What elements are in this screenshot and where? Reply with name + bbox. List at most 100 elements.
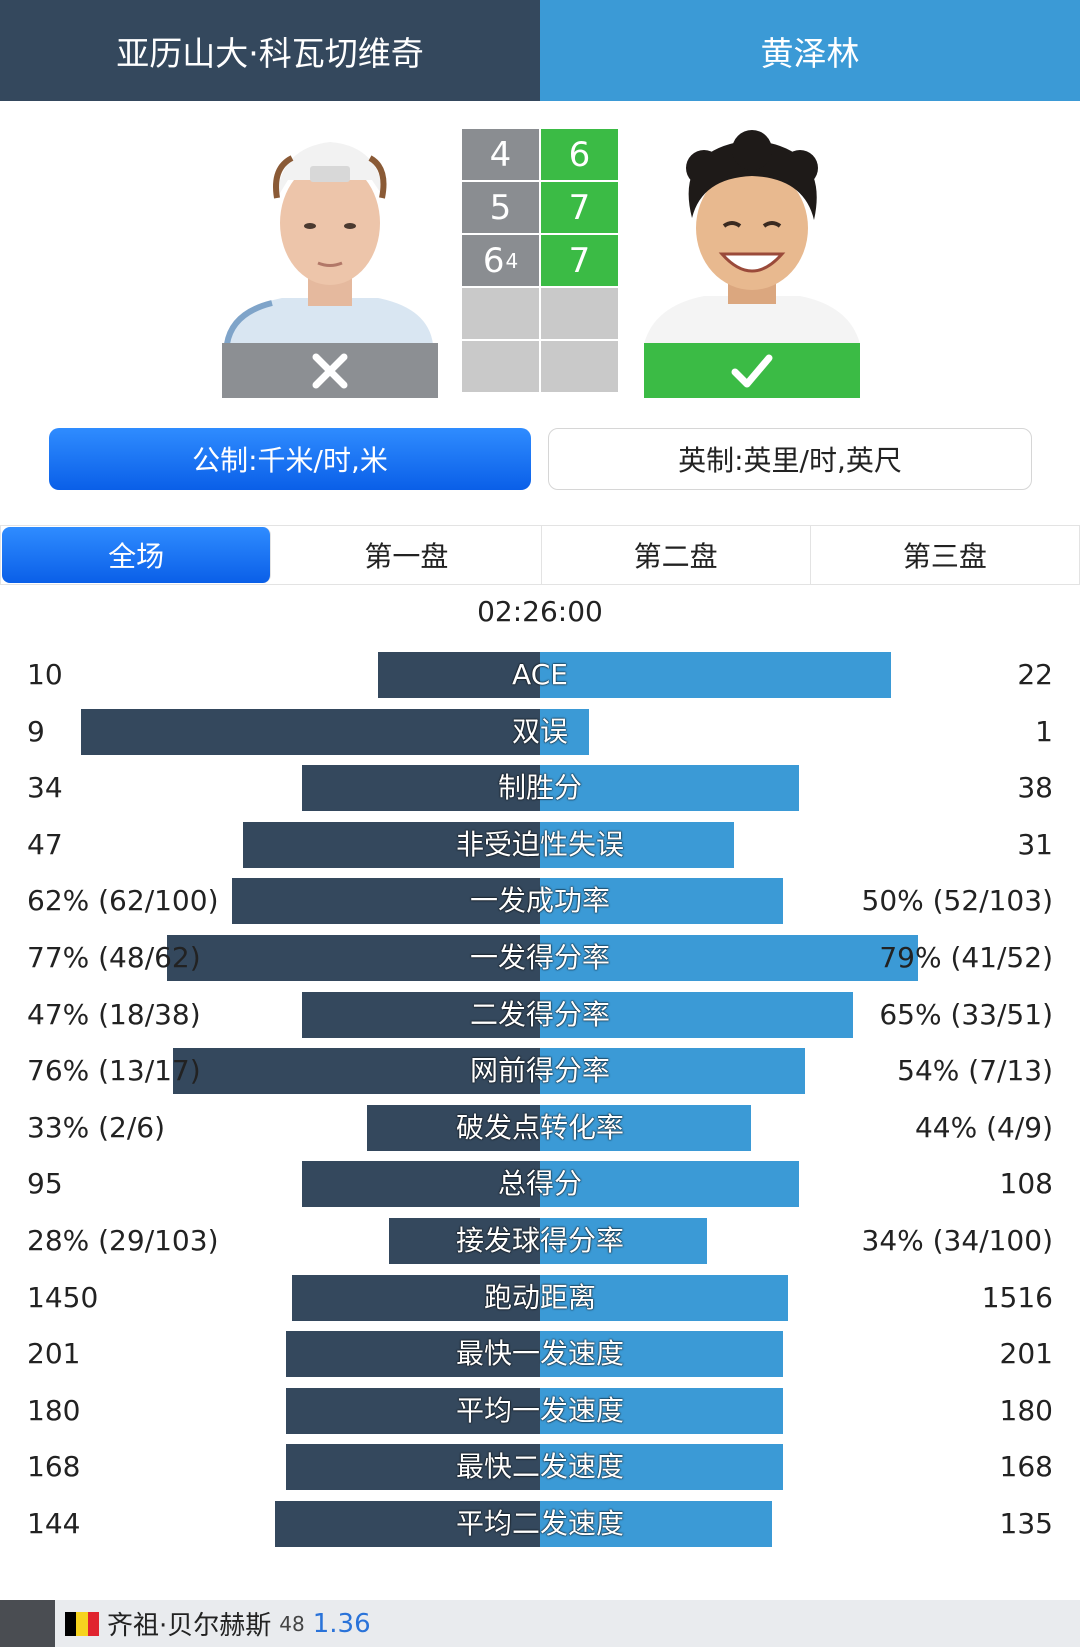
- stat-row: 非受迫性失误 47 31: [0, 822, 1080, 868]
- stat-value-player1: 168: [27, 1450, 81, 1483]
- stat-row: 双误 9 1: [0, 709, 1080, 755]
- tab-set-3[interactable]: 第三盘: [902, 540, 987, 573]
- stat-label: 接发球得分率: [455, 1224, 624, 1257]
- player1-card: [222, 128, 438, 398]
- stat-value-player2: 50% (52/103): [861, 884, 1054, 917]
- player1-avatar: [222, 128, 438, 344]
- stat-bar-player1: [286, 1444, 540, 1490]
- stat-label: 平均一发速度: [455, 1394, 624, 1427]
- footer-player-name: 齐祖·贝尔赫斯: [107, 1611, 272, 1641]
- stat-label: 跑动距离: [483, 1281, 596, 1314]
- stat-value-player2: 31: [1017, 828, 1053, 861]
- stat-row: 二发得分率 47% (18/38) 65% (33/51): [0, 992, 1080, 1038]
- player2-name-header: 黄泽林: [540, 0, 1080, 101]
- stat-label: ACE: [512, 658, 568, 691]
- stat-bar-player1: [243, 822, 540, 868]
- close-icon: [312, 353, 348, 388]
- stat-bar-player2: [540, 1501, 772, 1547]
- stat-row: ACE 10 22: [0, 652, 1080, 698]
- check-icon: [731, 354, 773, 387]
- set-score-player2: 6: [541, 129, 618, 180]
- set-score-player2: [541, 341, 618, 392]
- stat-bar-player2: [540, 1388, 783, 1434]
- stat-label: 最快一发速度: [455, 1337, 624, 1370]
- stat-bar-player2: [540, 1105, 751, 1151]
- stat-bar-player2: [540, 992, 853, 1038]
- stat-value-player2: 1: [1035, 715, 1053, 748]
- stat-bar-player1: [302, 992, 540, 1038]
- stat-bar-player1: [367, 1105, 540, 1151]
- set-score-player2: 7: [541, 235, 618, 286]
- stat-value-player2: 22: [1017, 658, 1053, 691]
- stat-value-player1: 34: [27, 771, 63, 804]
- stat-value-player1: 62% (62/100): [27, 884, 219, 917]
- set-score-player1: 4: [462, 129, 539, 180]
- stat-value-player1: 77% (48/62): [27, 941, 201, 974]
- stat-label: 最快二发速度: [455, 1450, 624, 1483]
- stat-label: 破发点转化率: [455, 1111, 624, 1144]
- set-score-player1: [462, 288, 539, 339]
- player1-loss-badge: [222, 343, 438, 398]
- tiebreak-score-player1: 4: [505, 248, 519, 273]
- tab-match[interactable]: 全场: [2, 527, 272, 583]
- stat-row: 最快二发速度 168 168: [0, 1444, 1080, 1490]
- stat-value-player1: 47% (18/38): [27, 998, 201, 1031]
- stat-bar-player1: [292, 1275, 540, 1321]
- stat-value-player1: 10: [27, 658, 63, 691]
- stat-value-player2: 1516: [981, 1281, 1053, 1314]
- metric-units-button[interactable]: 公制:千米/时,米: [49, 428, 531, 490]
- stat-label: 一发成功率: [469, 884, 610, 917]
- stat-row: 网前得分率 76% (13/17) 54% (7/13): [0, 1048, 1080, 1094]
- stat-bar-player1: [286, 1331, 540, 1377]
- stat-bar-player2: [540, 822, 734, 868]
- stat-bar-player2: [540, 935, 918, 981]
- match-duration: 02:26:00: [477, 595, 603, 628]
- stat-row: 平均一发速度 180 180: [0, 1388, 1080, 1434]
- footer-ticker[interactable]: 齐祖·贝尔赫斯 48 1.36: [0, 1600, 1080, 1647]
- stat-bar-player2: [540, 1331, 783, 1377]
- player2-win-badge: [644, 343, 860, 398]
- stat-bar-player2: [540, 709, 589, 755]
- stat-value-player1: 33% (2/6): [27, 1111, 166, 1144]
- player1-name-header: 亚历山大·科瓦切维奇: [0, 0, 540, 101]
- stat-value-player1: 76% (13/17): [27, 1054, 201, 1087]
- stat-value-player1: 28% (29/103): [27, 1224, 219, 1257]
- stat-value-player2: 201: [999, 1337, 1053, 1370]
- stat-bar-player1: [81, 709, 540, 755]
- stat-value-player2: 168: [999, 1450, 1053, 1483]
- stat-value-player2: 44% (4/9): [914, 1111, 1053, 1144]
- set-score-player2: 7: [541, 182, 618, 233]
- stat-value-player2: 54% (7/13): [897, 1054, 1053, 1087]
- stat-bar-player2: [540, 878, 783, 924]
- footer-player-rank: 48: [279, 1611, 305, 1636]
- stat-row: 破发点转化率 33% (2/6) 44% (4/9): [0, 1105, 1080, 1151]
- stat-value-player1: 95: [27, 1167, 63, 1200]
- stat-value-player1: 201: [27, 1337, 81, 1370]
- set-score-player1: [462, 341, 539, 392]
- set-score-player2: [541, 288, 618, 339]
- stat-row: 总得分 95 108: [0, 1161, 1080, 1207]
- stat-row: 一发得分率 77% (48/62) 79% (41/52): [0, 935, 1080, 981]
- stat-bar-player2: [540, 1444, 783, 1490]
- stat-value-player2: 38: [1017, 771, 1053, 804]
- stat-row: 平均二发速度 144 135: [0, 1501, 1080, 1547]
- stat-bar-player1: [302, 1161, 540, 1207]
- stat-bar-player1: [389, 1218, 540, 1264]
- stat-bar-player1: [232, 878, 540, 924]
- stat-label: 网前得分率: [469, 1054, 610, 1087]
- tab-set-1[interactable]: 第一盘: [272, 526, 542, 584]
- stat-row: 跑动距离 1450 1516: [0, 1275, 1080, 1321]
- tab-set-2[interactable]: 第二盘: [542, 526, 811, 584]
- stat-bar-player1: [275, 1501, 540, 1547]
- set-games-player1: 6: [482, 240, 505, 281]
- stat-label: 制胜分: [497, 771, 582, 804]
- imperial-units-button[interactable]: 英制:英里/时,英尺: [548, 428, 1032, 490]
- stat-label: 平均二发速度: [455, 1507, 624, 1540]
- stat-bar-player1: [378, 652, 540, 698]
- set-games-player1: 5: [489, 187, 512, 228]
- set-games-player1: 4: [489, 134, 512, 175]
